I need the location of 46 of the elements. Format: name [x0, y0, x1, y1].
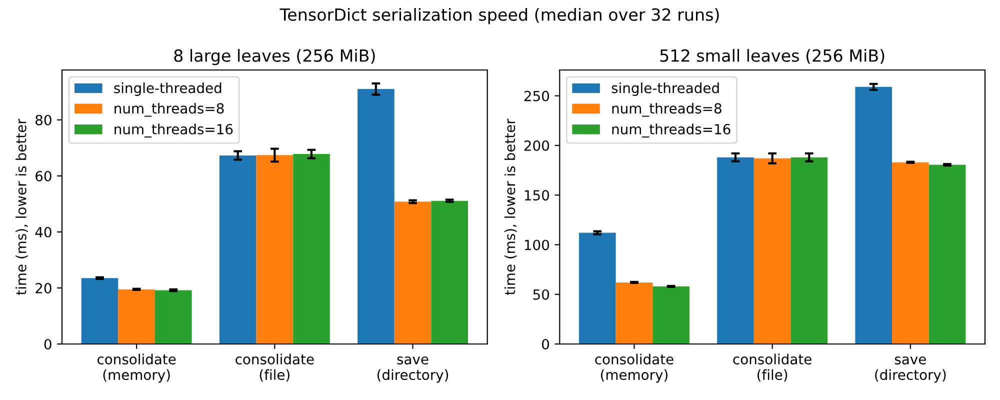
x-tick-label: consolidate (file) [733, 354, 812, 382]
y-tick-label: 0 [44, 338, 52, 350]
legend-label: single-threaded [612, 82, 719, 96]
y-tick-label: 80 [36, 114, 52, 126]
bar [855, 86, 892, 344]
legend-label: num_threads=8 [114, 102, 224, 117]
y-tick-label: 0 [542, 338, 550, 350]
bar [256, 155, 294, 344]
x-tick-label: consolidate (memory) [595, 354, 674, 383]
legend-label: num_threads=16 [114, 124, 233, 138]
bar [892, 162, 929, 344]
x-tick-label: consolidate (file) [236, 354, 314, 382]
bar [754, 158, 791, 344]
y-tick-label: 50 [533, 289, 550, 300]
y-tick-label: 20 [36, 282, 52, 294]
bar [431, 200, 468, 344]
chart-title: 512 small leaves (256 MiB) [660, 49, 884, 64]
y-tick-label: 200 [524, 140, 550, 151]
legend-label: num_threads=16 [612, 124, 730, 138]
bar [293, 154, 330, 344]
y-tick-label: 60 [36, 170, 52, 182]
bar [81, 278, 118, 344]
bar [790, 157, 828, 344]
bar [578, 232, 616, 344]
bar [394, 202, 432, 344]
y-tick-label: 250 [524, 90, 550, 102]
y-axis-title: time (ms), lower is better [16, 118, 28, 295]
x-tick-label: save (directory) [377, 356, 448, 383]
bar [717, 157, 754, 344]
y-tick-label: 150 [524, 190, 550, 201]
bar [154, 290, 192, 344]
y-tick-label: 100 [524, 240, 550, 250]
chart-title: 8 large leaves (256 MiB) [174, 49, 375, 66]
bar [219, 155, 256, 344]
bar [358, 89, 394, 344]
legend-label: num_threads=8 [612, 102, 722, 117]
y-tick-label: 40 [35, 226, 52, 238]
bar [118, 289, 155, 344]
y-axis-title: time (ms), lower is better [504, 118, 517, 295]
text: TensorDict serialization speed (median over 32 runs) [280, 8, 719, 24]
legend-label: single-threaded [114, 82, 222, 96]
x-tick-label: consolidate (memory) [97, 354, 176, 383]
bar [928, 164, 966, 344]
x-tick-label: save (directory) [875, 356, 946, 383]
bar [616, 282, 653, 344]
bar [652, 286, 690, 344]
